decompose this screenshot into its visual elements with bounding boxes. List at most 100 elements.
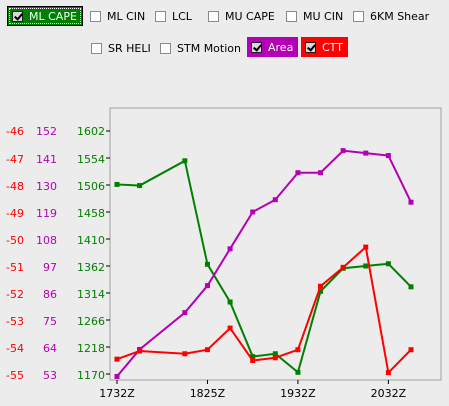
ml-cape-point [295,369,301,375]
area-point [114,373,120,379]
x-tick-label: 1825Z [190,387,226,400]
ml-cape-point [137,183,143,189]
ctt-point [227,325,233,331]
sr-heli-checkbox[interactable]: SR HELI [87,38,156,58]
area-point [295,170,301,176]
ctt-tick-label: -48 [6,180,24,193]
sr-heli-label: SR HELI [108,41,151,55]
ml-cape-point [408,284,414,290]
area-point [385,153,391,159]
mu-cin-checkbox[interactable]: MU CIN [282,6,348,26]
area-point [250,209,256,215]
area-tick-label: 86 [43,288,57,301]
area-tick-label: 97 [43,261,57,274]
area-tick-label: 152 [36,125,57,138]
ctt-tick-label: -50 [6,234,24,247]
ctt-point [340,264,346,270]
ml-cape-checkbox[interactable]: ML CAPE [7,6,83,26]
ml-cin-label: ML CIN [107,9,146,23]
checkbox-box[interactable] [305,41,316,53]
ctt-tick-label: -52 [6,288,24,301]
ctt-point [272,355,278,361]
ml-cape-point [227,299,233,305]
area-tick-label: 119 [36,207,57,220]
cape-tick-label: 1410 [77,234,105,247]
area-tick-label: 64 [43,342,57,355]
ml-cape-point [250,354,256,360]
ctt-label: CTT [322,40,343,54]
cape-tick-label: 1554 [77,153,105,166]
ctt-point [295,347,301,353]
6km-shear-checkbox[interactable]: 6KM Shear [349,6,434,26]
ctt-point [137,348,143,354]
y-axis-ticks [106,130,110,375]
area-tick-label: 141 [36,153,57,166]
ml-cape-label: ML CAPE [29,9,77,23]
checkbox-box[interactable] [286,10,297,22]
area-point [408,199,414,205]
ml-cin-checkbox[interactable]: ML CIN [86,6,150,26]
area-tick-label: 108 [36,234,57,247]
area-tick-label: 130 [36,180,57,193]
cape-tick-label: 1170 [77,369,105,382]
series-layer [114,148,414,379]
area-checkbox[interactable]: Area [247,37,299,57]
ctt-point [318,283,324,289]
ctt-point [114,356,120,362]
checkbox-box[interactable] [91,42,102,54]
ctt-tick-label: -54 [6,342,24,355]
area-point [182,310,188,316]
checkbox-box[interactable] [208,10,219,22]
ctt-point [408,347,414,353]
ctt-tick-label: -53 [6,315,24,328]
area-point [363,150,369,156]
lcl-label: LCL [172,9,192,23]
ctt-point [182,351,188,357]
ml-cape-point [363,263,369,269]
stm-motion-checkbox[interactable]: STM Motion [156,38,246,58]
ctt-tick-label: -55 [6,369,24,382]
plot-frame [109,107,442,381]
ctt-checkbox[interactable]: CTT [301,37,348,57]
cape-tick-label: 1458 [77,207,105,220]
lcl-checkbox[interactable]: LCL [151,6,197,26]
cape-tick-label: 1506 [77,180,105,193]
ctt-point [363,244,369,250]
checkbox-box[interactable] [353,10,364,22]
area-tick-label: 75 [43,315,57,328]
checkbox-box[interactable] [155,10,166,22]
x-tick-label: 1732Z [99,387,135,400]
area-tick-label: 53 [43,369,57,382]
stm-motion-label: STM Motion [177,41,241,55]
ctt-tick-label: -49 [6,207,24,220]
x-axis: 1732Z 1825Z 1932Z 2032Z [99,380,407,400]
area-point [340,148,346,154]
checkbox-box[interactable] [251,41,262,53]
ctt-tick-label: -47 [6,153,24,166]
area-point [318,170,324,176]
area-label: Area [268,40,294,54]
checkbox-box[interactable] [12,10,23,22]
ctt-point [385,370,391,376]
ctt-tick-label: -51 [6,261,24,274]
cape-tick-label: 1218 [77,342,105,355]
cape-tick-label: 1314 [77,288,105,301]
ml-cape-point [182,158,188,164]
cape-tick-label: 1362 [77,261,105,274]
mu-cape-label: MU CAPE [225,9,275,23]
x-tick-label: 1932Z [280,387,316,400]
area-point [227,246,233,252]
checkbox-box[interactable] [160,42,171,54]
mu-cape-checkbox[interactable]: MU CAPE [204,6,280,26]
cape-tick-label: 1602 [77,125,105,138]
ctt-point [204,347,210,353]
ml-cape-point [114,181,120,187]
ctt-point [250,358,256,363]
checkbox-box[interactable] [90,10,101,22]
ml-cape-point [385,261,391,267]
area-point [272,197,278,203]
ml-cape-point [318,288,324,294]
cape-tick-label: 1266 [77,315,105,328]
ml-cape-point [204,261,210,267]
